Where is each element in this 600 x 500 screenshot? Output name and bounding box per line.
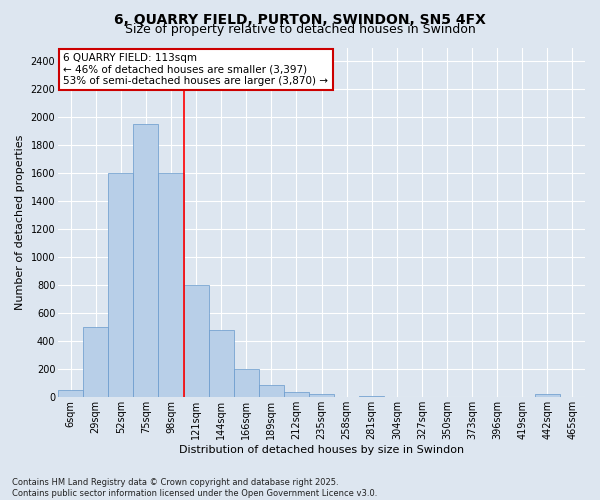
Text: Contains HM Land Registry data © Crown copyright and database right 2025.
Contai: Contains HM Land Registry data © Crown c… bbox=[12, 478, 377, 498]
Text: Size of property relative to detached houses in Swindon: Size of property relative to detached ho… bbox=[125, 22, 475, 36]
Bar bbox=[83, 328, 108, 398]
Bar bbox=[309, 394, 334, 398]
X-axis label: Distribution of detached houses by size in Swindon: Distribution of detached houses by size … bbox=[179, 445, 464, 455]
Bar bbox=[284, 392, 309, 398]
Y-axis label: Number of detached properties: Number of detached properties bbox=[15, 134, 25, 310]
Text: 6 QUARRY FIELD: 113sqm
← 46% of detached houses are smaller (3,397)
53% of semi-: 6 QUARRY FIELD: 113sqm ← 46% of detached… bbox=[64, 52, 328, 86]
Bar bbox=[133, 124, 158, 398]
Bar bbox=[334, 396, 359, 398]
Text: 6, QUARRY FIELD, PURTON, SWINDON, SN5 4FX: 6, QUARRY FIELD, PURTON, SWINDON, SN5 4F… bbox=[114, 12, 486, 26]
Bar bbox=[384, 396, 409, 398]
Bar bbox=[58, 390, 83, 398]
Bar bbox=[158, 174, 184, 398]
Bar bbox=[234, 370, 259, 398]
Bar bbox=[259, 384, 284, 398]
Bar bbox=[359, 396, 384, 398]
Bar bbox=[209, 330, 234, 398]
Bar bbox=[184, 286, 209, 398]
Bar bbox=[535, 394, 560, 398]
Bar bbox=[108, 174, 133, 398]
